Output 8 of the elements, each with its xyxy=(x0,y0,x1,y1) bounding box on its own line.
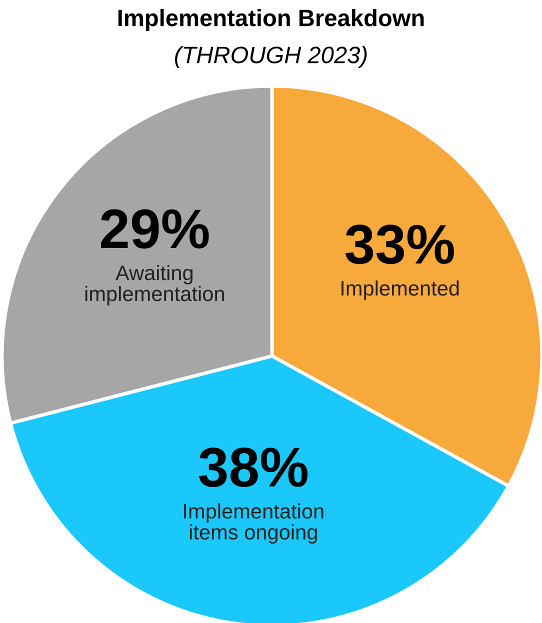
slice-label: Awaiting implementation xyxy=(85,264,224,306)
data-label: 38% xyxy=(199,448,308,488)
data-label: 29% xyxy=(100,209,209,249)
chart-title: Implementation Breakdown xyxy=(118,8,424,32)
slice-label: Implementation items ongoing xyxy=(184,503,324,544)
chart-subtitle: (THROUGH 2023) xyxy=(175,46,367,68)
slice-label: Implemented xyxy=(342,280,459,300)
data-label: 33% xyxy=(346,224,454,264)
